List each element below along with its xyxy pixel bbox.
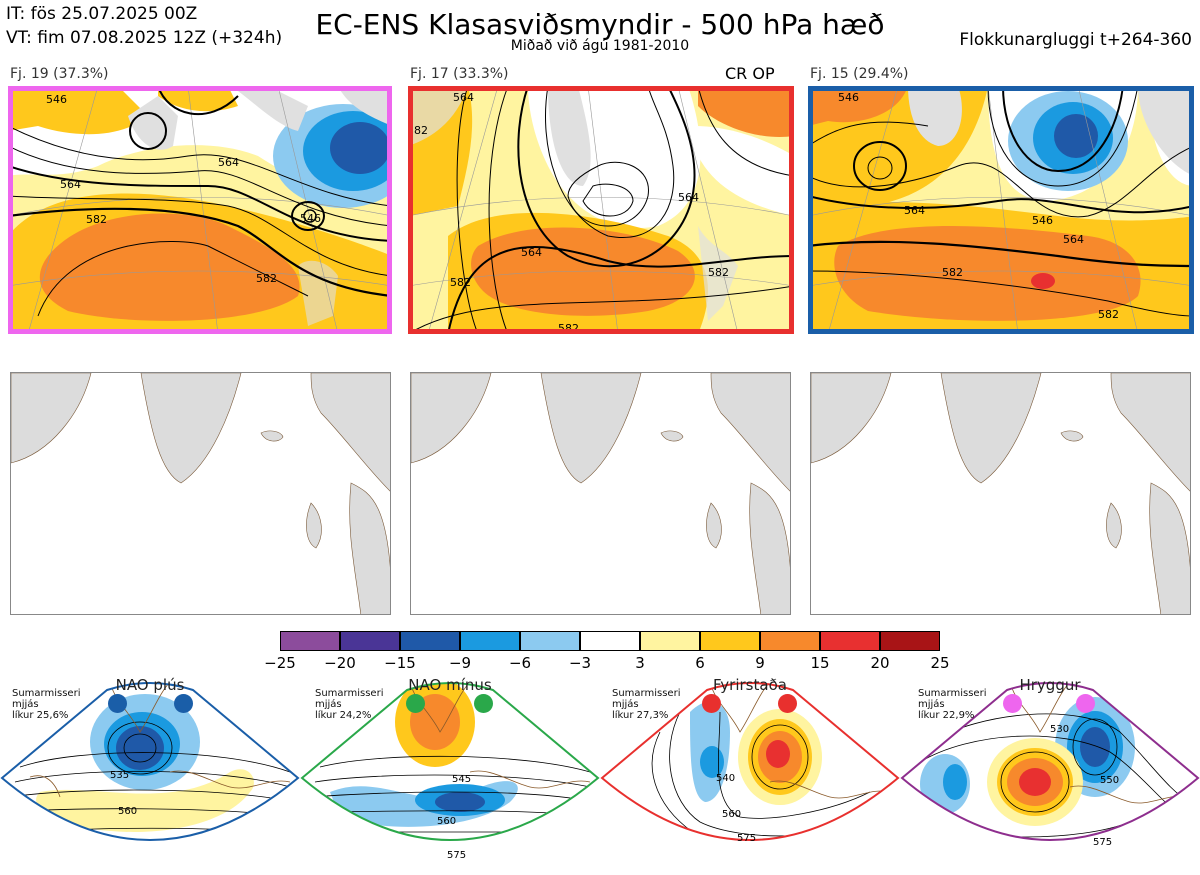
base-map-1: [10, 372, 391, 615]
regime-contour-label: 560: [722, 809, 741, 820]
regime-note-ridge: Sumarmisseri mjjás líkur 22,9%: [918, 688, 987, 721]
regime-panels: 535 560 545 560 575 540 560 575 530 550 …: [0, 672, 1200, 871]
colorbar-tick-label: −25: [264, 654, 296, 672]
regime-dot-left: [108, 694, 127, 713]
colorbar-tick-label: −20: [324, 654, 356, 672]
cluster-1-label: Fj. 19 (37.3%): [10, 66, 109, 82]
regime-dot-right: [474, 694, 493, 713]
regime-title-nao-plus: NAO plús: [115, 676, 185, 694]
colorbar-tick-label: 25: [930, 654, 950, 672]
colorbar-tick-label: 3: [635, 654, 645, 672]
contour-label: 582: [1098, 308, 1119, 321]
contour-label: 564: [1063, 233, 1084, 246]
contour-label: 582: [86, 213, 107, 226]
regime-dot-left: [1003, 694, 1022, 713]
colorbar-tick-label: −9: [448, 654, 472, 672]
cluster-3-label: Fj. 15 (29.4%): [810, 66, 909, 82]
cluster-3-map: 546 564 546 564 582 582: [808, 86, 1194, 334]
regime-title-ridge: Hryggur: [1019, 676, 1081, 694]
cluster-3-frame: [808, 86, 1194, 334]
regime-dot-left: [702, 694, 721, 713]
colorbar-tick-label: 20: [870, 654, 890, 672]
contour-label: 582: [450, 276, 471, 289]
regime-contour-label: 575: [737, 833, 756, 844]
contour-label: 564: [678, 191, 699, 204]
regime-dot-left: [406, 694, 425, 713]
colorbar-swatch: [280, 631, 340, 651]
colorbar-swatch: [880, 631, 940, 651]
colorbar-swatch: [400, 631, 460, 651]
regime-contour-label: 575: [447, 850, 466, 861]
base-map-2: [410, 372, 791, 615]
cluster-1-map: 546 564 564 582 582 546: [8, 86, 392, 334]
contour-label: 582: [942, 266, 963, 279]
cluster-2-frame: [408, 86, 794, 334]
regime-title-nao-minus: NAO mínus: [408, 676, 492, 694]
contour-label: 546: [1032, 214, 1053, 227]
regime-contour-label: 540: [716, 773, 735, 784]
contour-label: 546: [838, 91, 859, 104]
base-map-3: [810, 372, 1191, 615]
regime-contour-label: 530: [1050, 724, 1069, 735]
regime-dot-right: [1076, 694, 1095, 713]
colorbar-swatch: [640, 631, 700, 651]
regime-note-blocking: Sumarmisseri mjjás líkur 27,3%: [612, 688, 681, 721]
cluster-2-map: 82 564 564 564 582 582 582: [408, 86, 794, 334]
colorbar-swatch: [340, 631, 400, 651]
regime-dot-right: [174, 694, 193, 713]
cluster-2-extra: CR OP: [725, 64, 775, 83]
colorbar-tick-label: 6: [695, 654, 705, 672]
colorbar-swatch: [820, 631, 880, 651]
contour-label: 564: [60, 178, 81, 191]
page-subtitle: Miðað við ágú 1981-2010: [510, 38, 690, 54]
contour-label: 564: [904, 204, 925, 217]
contour-label: 564: [521, 246, 542, 259]
colorbar-tick-label: −6: [508, 654, 532, 672]
colorbar-swatch: [700, 631, 760, 651]
cluster-1-frame: [8, 86, 392, 334]
clustering-window: Flokkunargluggi t+264-360: [959, 30, 1192, 50]
cluster-2-label: Fj. 17 (33.3%): [410, 66, 509, 82]
contour-label: 564: [218, 156, 239, 169]
colorbar-swatch: [580, 631, 640, 651]
regime-contour-label: 550: [1100, 775, 1119, 786]
regime-contour-label: 560: [118, 806, 137, 817]
colorbar-swatch: [520, 631, 580, 651]
colorbar-tick-label: 9: [755, 654, 765, 672]
colorbar-swatch: [760, 631, 820, 651]
valid-time: VT: fim 07.08.2025 12Z (+324h): [6, 28, 283, 48]
regime-contour-label: 545: [452, 774, 471, 785]
contour-label: 564: [453, 91, 474, 104]
colorbar-swatch: [460, 631, 520, 651]
regime-note-nao-plus: Sumarmisseri mjjás líkur 25,6%: [12, 688, 81, 721]
regime-contour-label: 575: [1093, 837, 1112, 848]
colorbar-tick-label: −3: [568, 654, 592, 672]
page-title: EC-ENS Klasasviðsmyndir - 500 hPa hæð: [315, 8, 885, 41]
contour-label: 546: [46, 93, 67, 106]
regime-note-nao-minus: Sumarmisseri mjjás líkur 24,2%: [315, 688, 384, 721]
contour-label: 582: [708, 266, 729, 279]
regime-contour-label: 560: [437, 816, 456, 827]
contour-label: 82: [414, 124, 428, 137]
colorbar-tick-label: −15: [384, 654, 416, 672]
initial-time: IT: fös 25.07.2025 00Z: [6, 4, 198, 24]
regime-contour-label: 535: [110, 770, 129, 781]
colorbar-tick-label: 15: [810, 654, 830, 672]
regime-title-blocking: Fyrirstaða: [713, 676, 787, 694]
contour-label: 546: [300, 212, 321, 225]
regime-dot-right: [778, 694, 797, 713]
contour-label: 582: [256, 272, 277, 285]
